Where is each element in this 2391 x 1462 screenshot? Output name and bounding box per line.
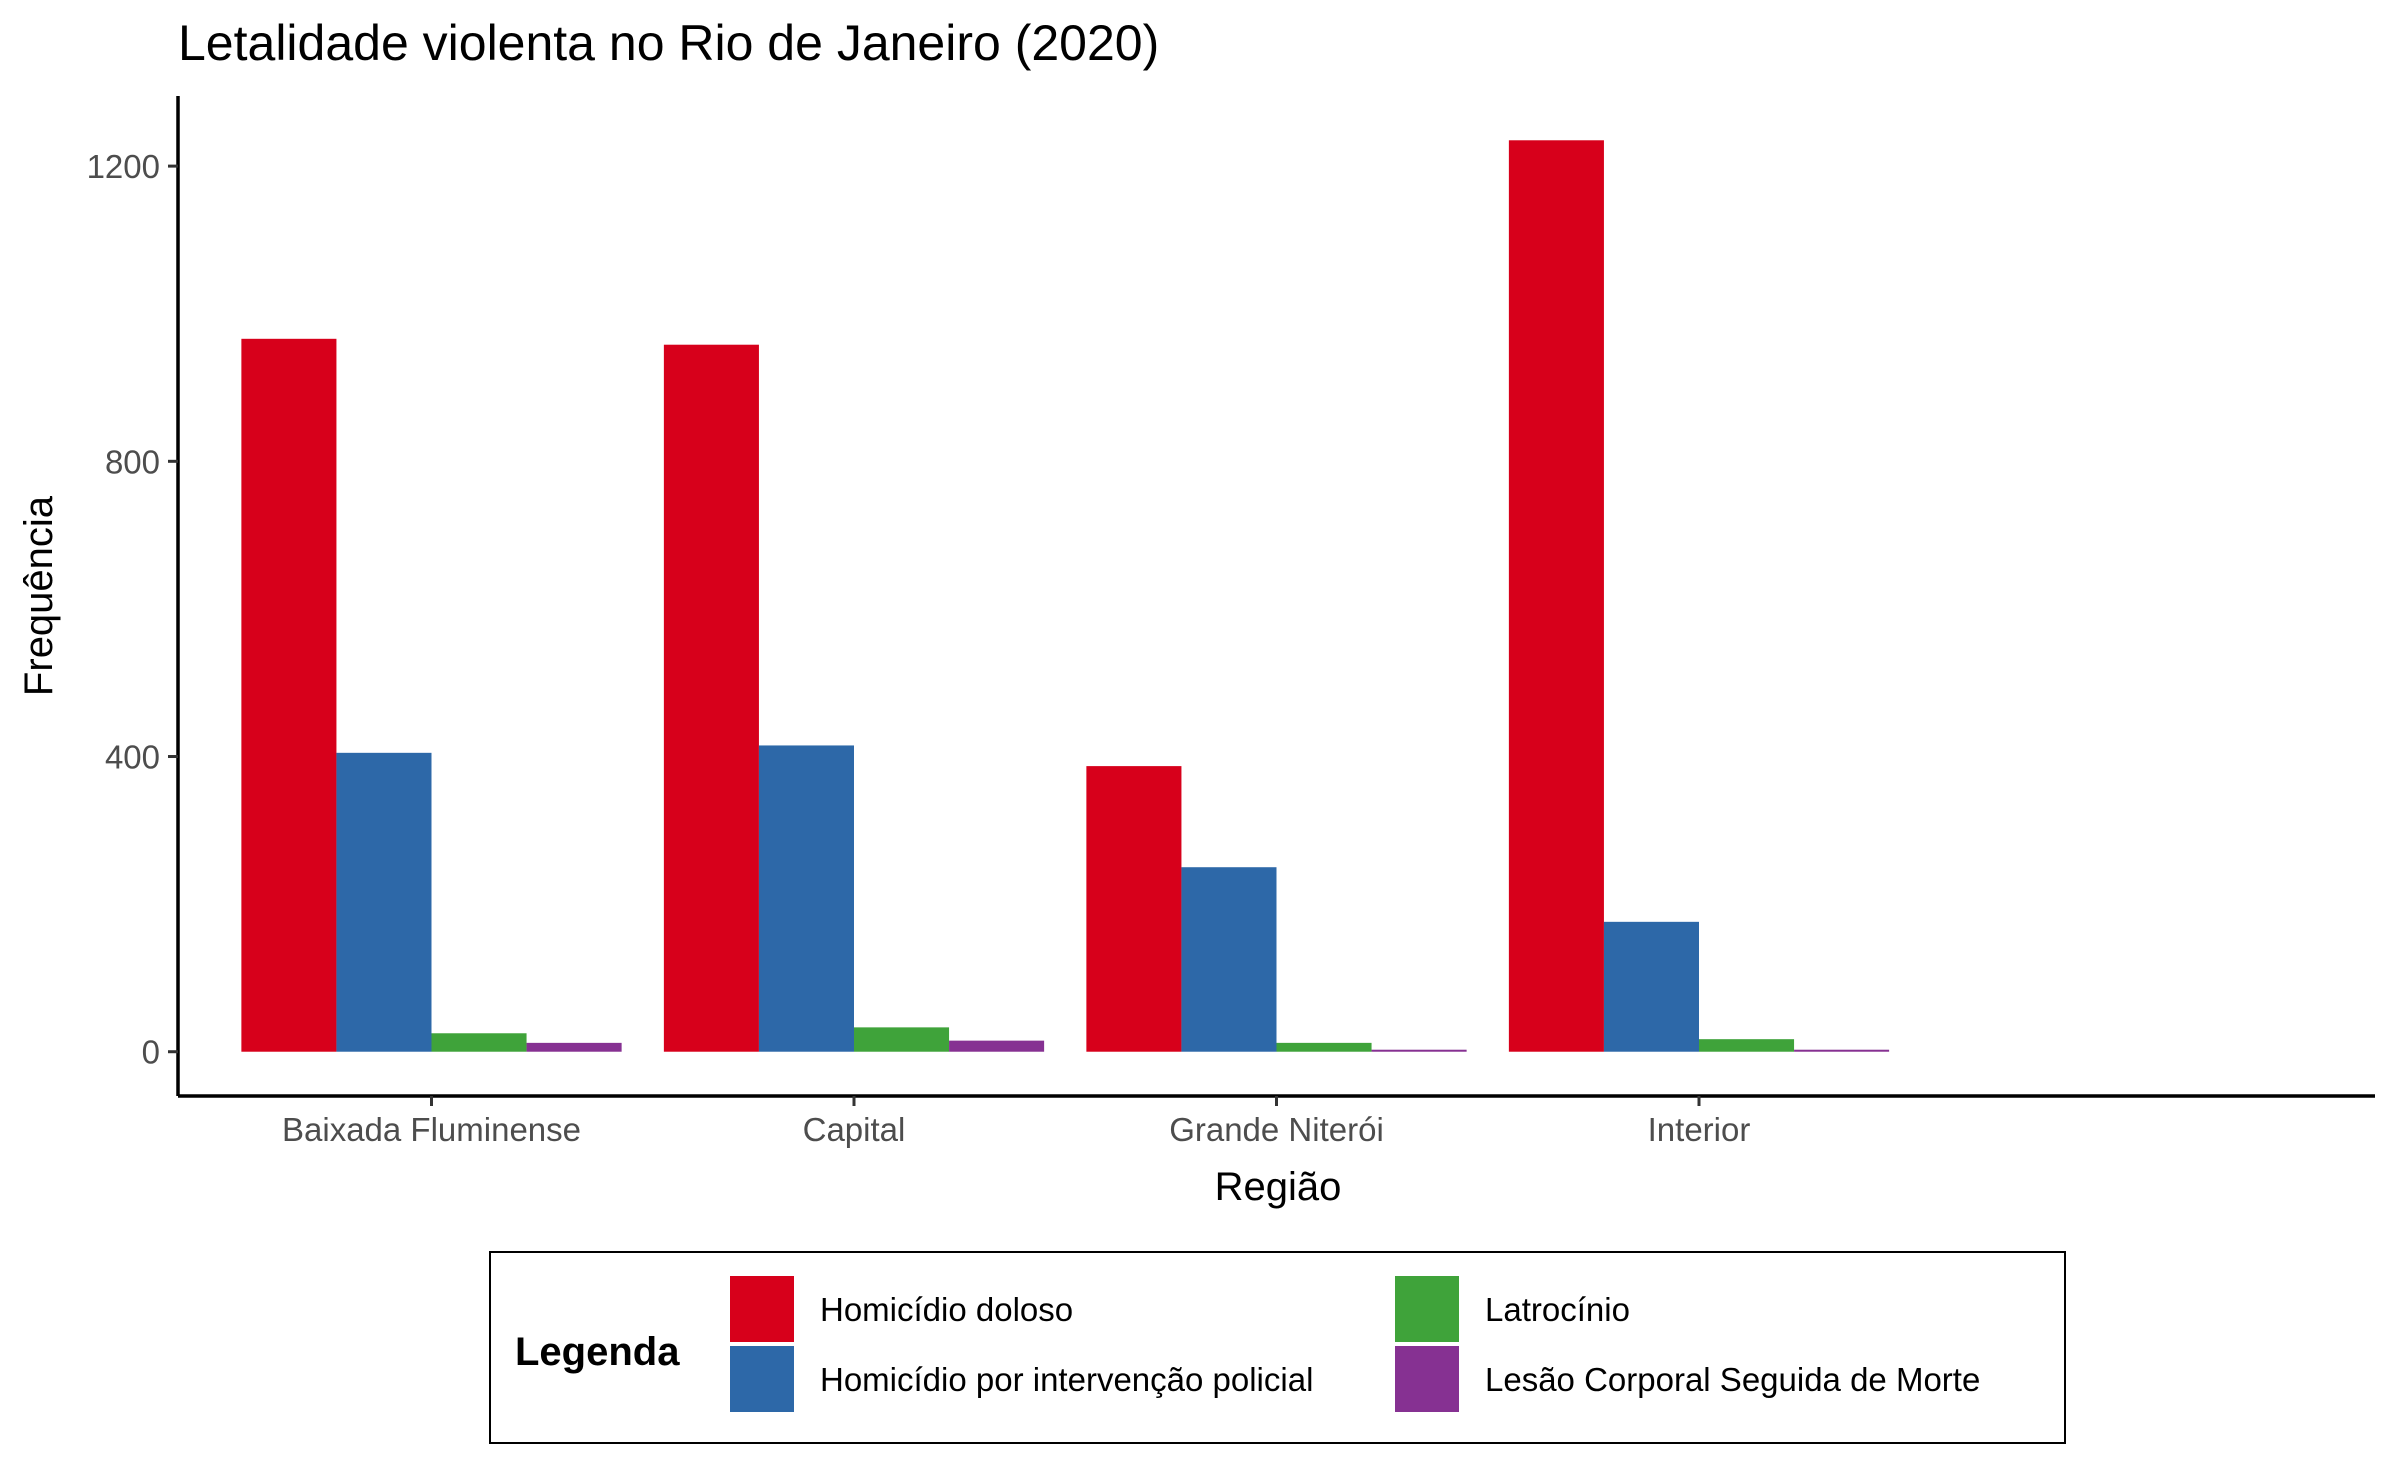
bar [1508,140,1604,1052]
bar [854,1027,950,1052]
bar [241,338,337,1052]
y-axis-title: Frequência [17,495,61,696]
x-tick-label: Grande Niterói [1169,1111,1384,1148]
legend-items: Homicídio doloso Homicídio por intervençã… [730,1276,1980,1412]
bar [526,1042,622,1052]
legend-title: Legenda [515,1330,680,1374]
x-tick-label: Capital [803,1111,906,1148]
legend-key [1395,1346,1459,1412]
bar [1276,1042,1372,1052]
legend-label: Homicídio por intervenção policial [820,1361,1313,1398]
bar [949,1040,1045,1052]
y-ticks: 0 400 800 1200 [87,148,178,1071]
x-axis-title: Região [1215,1165,1342,1209]
bar [336,752,432,1052]
bar [1699,1039,1795,1052]
bar [663,344,759,1052]
x-tick-label: Interior [1648,1111,1751,1148]
y-tick-label: 1200 [87,148,160,185]
bar [1603,921,1699,1052]
legend-key [1395,1276,1459,1342]
bar [1181,867,1277,1052]
bars-layer [241,140,1890,1052]
y-tick-label: 800 [105,443,160,480]
bar [758,745,854,1052]
bar [1086,766,1182,1052]
legend: Legenda Homicídio doloso Homicídio por in… [489,1251,2066,1444]
bar [1371,1049,1467,1052]
legend-label: Homicídio doloso [820,1291,1073,1328]
legend-label: Latrocínio [1485,1291,1630,1328]
bar [1794,1049,1890,1052]
y-tick-label: 400 [105,739,160,776]
x-tick-label: Baixada Fluminense [282,1111,581,1148]
legend-box [489,1251,2066,1444]
legend-key [730,1346,794,1412]
chart-title: Letalidade violenta no Rio de Janeiro (2… [178,15,1159,71]
legend-key [730,1276,794,1342]
x-ticks: Baixada Fluminense Capital Grande Niterói I… [282,1096,1750,1148]
bar [431,1033,527,1052]
y-tick-label: 0 [142,1034,160,1071]
legend-label: Lesão Corporal Seguida de Morte [1485,1361,1980,1398]
